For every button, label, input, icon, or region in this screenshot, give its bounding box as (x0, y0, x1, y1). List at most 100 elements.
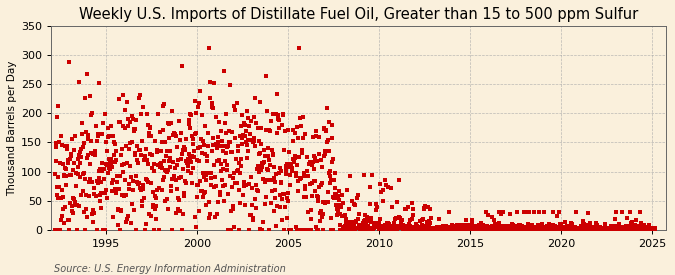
Point (593, 227, 604, 232)
Point (138, 186, 148, 191)
Point (484, 227, 495, 232)
Point (359, 213, 370, 217)
Point (256, 161, 267, 165)
Point (447, 223, 458, 228)
Point (493, 220, 504, 225)
Point (401, 226, 412, 230)
Point (583, 211, 593, 215)
Point (586, 226, 597, 230)
Point (354, 224, 365, 229)
Point (485, 225, 495, 229)
Point (204, 46, 215, 50)
Point (517, 227, 528, 232)
Point (292, 163, 302, 167)
Point (452, 227, 463, 232)
Point (269, 176, 279, 180)
Point (138, 196, 149, 200)
Point (392, 225, 403, 229)
Point (356, 226, 367, 231)
Point (436, 225, 447, 229)
Point (529, 227, 540, 231)
Point (269, 209, 279, 213)
Point (52, 193, 63, 197)
Point (523, 210, 534, 214)
Point (127, 187, 138, 192)
Point (297, 136, 308, 141)
Point (240, 123, 250, 127)
Point (515, 224, 526, 229)
Point (104, 156, 115, 161)
Point (76, 120, 87, 125)
Point (102, 162, 113, 167)
Point (126, 175, 136, 179)
Point (325, 169, 335, 173)
Point (169, 174, 180, 178)
Point (167, 177, 178, 182)
Point (455, 227, 466, 231)
Point (175, 208, 186, 213)
Point (523, 222, 534, 226)
Point (101, 149, 112, 153)
Point (308, 153, 319, 158)
Point (488, 227, 499, 231)
Point (296, 175, 306, 180)
Point (146, 152, 157, 157)
Point (603, 227, 614, 231)
Point (402, 224, 413, 228)
Point (368, 226, 379, 230)
Point (520, 226, 531, 230)
Point (572, 226, 583, 230)
Point (205, 212, 215, 217)
Point (142, 162, 153, 166)
Point (367, 226, 377, 230)
Point (411, 224, 422, 229)
Point (194, 88, 205, 93)
Point (629, 226, 640, 231)
Point (338, 227, 349, 232)
Point (212, 140, 223, 145)
Point (324, 174, 335, 178)
Point (568, 226, 578, 231)
Point (616, 225, 627, 229)
Point (228, 176, 239, 180)
Point (583, 224, 594, 229)
Point (412, 224, 423, 229)
Point (541, 227, 551, 232)
Point (352, 192, 363, 197)
Point (211, 142, 221, 146)
Point (327, 136, 338, 140)
Point (500, 226, 511, 230)
Point (475, 225, 485, 229)
Point (99, 228, 110, 232)
Point (446, 227, 457, 231)
Point (408, 225, 419, 229)
Point (122, 100, 132, 104)
Point (371, 201, 381, 206)
Point (161, 149, 172, 154)
Point (80, 96, 90, 100)
Point (506, 222, 517, 226)
Point (304, 228, 315, 232)
Point (370, 222, 381, 227)
Point (178, 148, 188, 152)
Point (455, 223, 466, 227)
Point (490, 225, 501, 229)
Point (386, 224, 397, 229)
Point (422, 219, 433, 224)
Point (138, 105, 148, 109)
Point (65, 154, 76, 159)
Point (424, 227, 435, 232)
Point (343, 222, 354, 226)
Point (572, 227, 583, 232)
Point (331, 204, 342, 208)
Point (579, 227, 590, 232)
Point (215, 190, 225, 194)
Point (593, 227, 603, 232)
Point (472, 227, 483, 232)
Point (235, 134, 246, 139)
Point (286, 228, 296, 232)
Point (458, 222, 468, 227)
Point (476, 221, 487, 225)
Point (349, 202, 360, 207)
Point (563, 224, 574, 228)
